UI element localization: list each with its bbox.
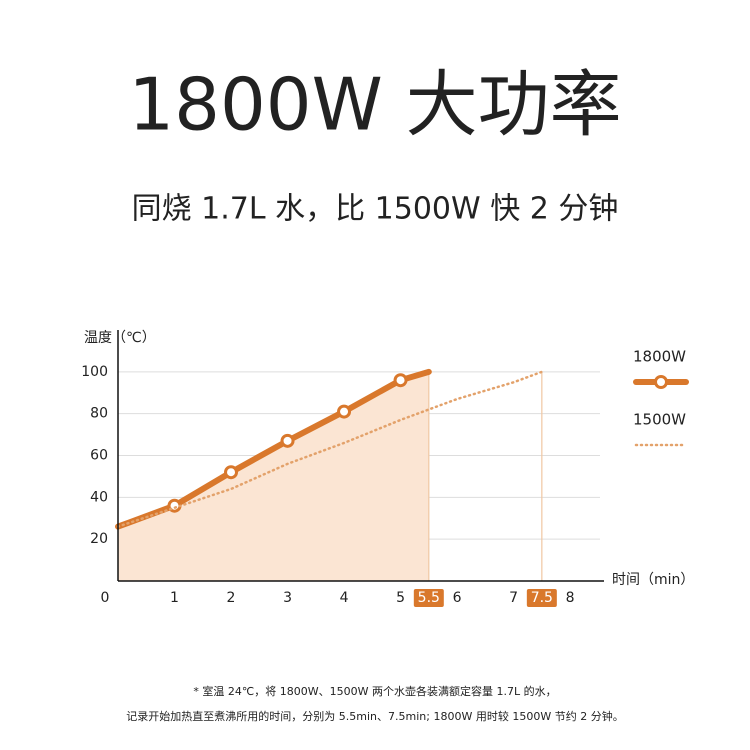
- x-tick-label: 0: [101, 590, 110, 606]
- marker-label: 7.5: [531, 590, 553, 606]
- legend-point: [654, 375, 668, 389]
- y-axis-label: 温度（℃）: [84, 330, 156, 346]
- marker-label: 5.5: [418, 590, 440, 606]
- y-tick-label: 80: [90, 406, 108, 422]
- x-tick-label: 3: [283, 590, 292, 606]
- point: [393, 373, 408, 388]
- area: [118, 371, 429, 581]
- x-tick-label: 2: [227, 590, 236, 606]
- y-tick-label: 40: [90, 489, 108, 505]
- x-tick-label: 6: [453, 590, 462, 606]
- point: [280, 433, 295, 448]
- chart-subtitle: 同烧 1.7L 水，比 1500W 快 2 分钟: [132, 192, 619, 227]
- legend-label: 1500W: [633, 411, 686, 429]
- x-tick-label: 8: [566, 590, 575, 606]
- x-tick-label: 5: [396, 590, 405, 606]
- point: [224, 465, 239, 480]
- x-tick-label: 7: [509, 590, 518, 606]
- legend-label: 1800W: [633, 348, 686, 366]
- marker-box: [413, 589, 444, 607]
- x-tick-label: 4: [340, 590, 349, 606]
- y-tick-label: 100: [81, 364, 108, 380]
- x-tick-label: 1: [170, 590, 179, 606]
- footnote: 记录开始加热直至煮沸所用的时间，分别为 5.5min、7.5min; 1800W…: [126, 709, 623, 723]
- x-axis-label: 时间（min）: [612, 572, 694, 588]
- y-tick-label: 20: [90, 531, 108, 547]
- footnote: * 室温 24℃，将 1800W、1500W 两个水壶各装满额定容量 1.7L …: [193, 684, 556, 698]
- point: [337, 404, 352, 419]
- marker-box: [526, 589, 557, 607]
- line: [116, 370, 544, 528]
- y-tick-label: 60: [90, 448, 108, 464]
- chart-title: 1800W 大功率: [128, 63, 621, 147]
